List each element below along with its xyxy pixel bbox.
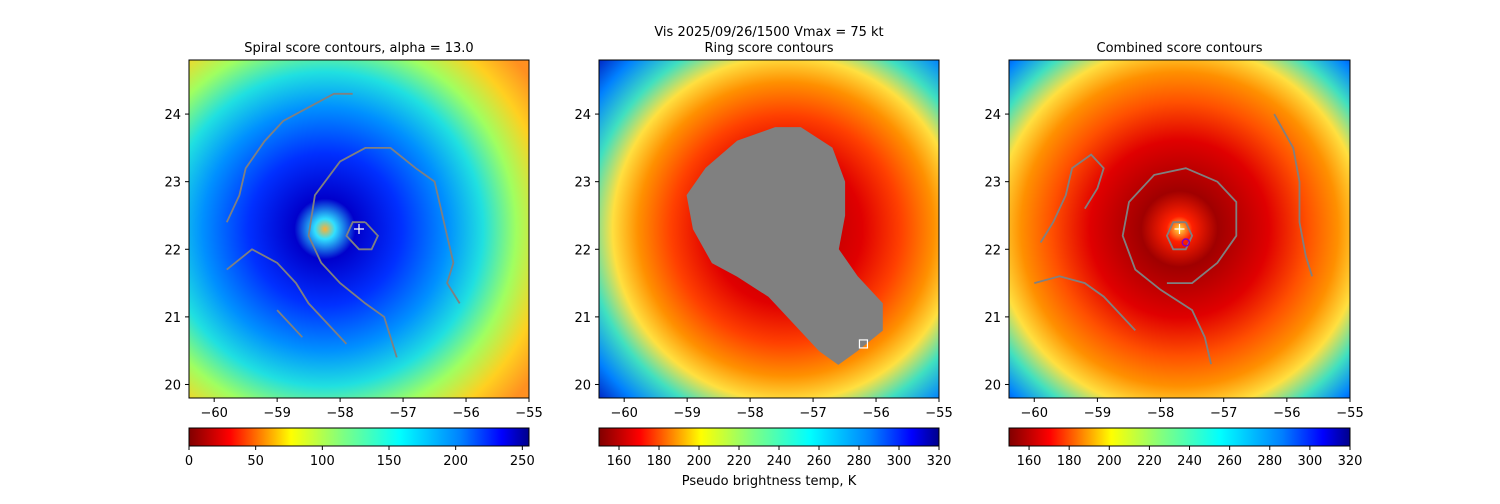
y-tick-label: 22	[574, 243, 591, 258]
score-contour	[1034, 275, 1136, 332]
colorbar-tick-label: 320	[1338, 454, 1363, 469]
y-tick-label: 22	[164, 243, 181, 258]
y-tick-label: 20	[164, 378, 181, 393]
chart-panel-1: Spiral score contours, alpha = 13.0 −60 −5…	[164, 41, 542, 469]
y-tick-label: 23	[164, 176, 181, 191]
center-plus-marker	[354, 224, 364, 234]
panel-title: Ring score contours	[704, 41, 833, 56]
y-tick-label: 23	[574, 176, 591, 191]
colorbar-tick-label: 300	[1297, 454, 1322, 469]
colorbar-tick-label: 180	[1057, 454, 1082, 469]
score-contour	[1039, 153, 1105, 243]
colorbar-tick-label: 280	[1257, 454, 1282, 469]
x-tick-label: −56	[1273, 406, 1300, 421]
colorbar-tick-label: 0	[185, 454, 193, 469]
score-contour	[1273, 113, 1313, 277]
plot-overlays	[1034, 113, 1313, 365]
x-tick-label: −59	[1084, 406, 1111, 421]
colorbar-tick-label: 320	[927, 454, 952, 469]
chart-panel-3: Combined score contours −60 −59 −58 −57 −56 −5…	[984, 41, 1363, 469]
colorbar-tick-label: 150	[377, 454, 402, 469]
colorbar-tick-label: 220	[727, 454, 752, 469]
x-tick-label: −60	[1021, 406, 1048, 421]
colorbar-tick-label: 260	[807, 454, 832, 469]
panel-title: Combined score contours	[1097, 41, 1263, 56]
colorbar-tick-label: 160	[607, 454, 632, 469]
ring-score-region	[686, 127, 883, 365]
y-tick-label: 20	[574, 378, 591, 393]
colorbar-label: Pseudo brightness temp, K	[682, 474, 857, 489]
x-tick-label: −58	[736, 406, 763, 421]
y-tick-label: 24	[164, 108, 181, 123]
colorbar-tick-label: 300	[887, 454, 912, 469]
score-contour	[1165, 221, 1194, 251]
x-tick-label: −58	[326, 406, 353, 421]
score-contour	[276, 309, 303, 338]
y-tick-label: 21	[984, 311, 1001, 326]
colorbar-tick-label: 220	[1137, 454, 1162, 469]
y-tick-label: 24	[984, 108, 1001, 123]
colorbar-tick-label: 240	[1177, 454, 1202, 469]
x-tick-label: −56	[862, 406, 889, 421]
y-tick-label: 23	[984, 176, 1001, 191]
x-tick-label: −57	[1210, 406, 1237, 421]
x-tick-label: −55	[515, 406, 542, 421]
plot-frame	[188, 59, 530, 399]
colorbar-tick-label: 240	[767, 454, 792, 469]
score-contour	[225, 92, 353, 223]
x-tick-label: −60	[610, 406, 637, 421]
x-tick-label: −55	[1336, 406, 1363, 421]
score-contour	[226, 248, 348, 345]
circle-marker	[1181, 238, 1191, 247]
y-tick-label: 21	[574, 311, 591, 326]
colorbar-tick-label: 200	[1097, 454, 1122, 469]
score-contour	[307, 147, 461, 358]
chart-panel-2: Ring score contours −60 −59 −58 −57 −56 −55 20 2…	[574, 41, 952, 469]
x-tick-label: −59	[263, 406, 290, 421]
y-tick-label: 22	[984, 243, 1001, 258]
suptitle: Vis 2025/09/26/1500 Vmax = 75 kt	[654, 25, 883, 40]
score-contour	[345, 221, 379, 251]
panel-title: Spiral score contours, alpha = 13.0	[244, 41, 473, 56]
x-tick-label: −57	[389, 406, 416, 421]
colorbar-tick-label: 200	[687, 454, 712, 469]
plot-overlays	[225, 92, 461, 358]
colorbar-tick-label: 200	[443, 454, 468, 469]
x-tick-label: −59	[673, 406, 700, 421]
x-tick-label: −60	[200, 406, 227, 421]
colorbar-tick-label: 280	[847, 454, 872, 469]
square-marker	[858, 339, 869, 349]
x-tick-label: −55	[925, 406, 952, 421]
colorbar-tick-label: 160	[1017, 454, 1042, 469]
colorbar-tick-label: 100	[310, 454, 335, 469]
y-tick-label: 21	[164, 311, 181, 326]
x-tick-label: −58	[1147, 406, 1174, 421]
plot-overlays	[686, 127, 883, 365]
score-contour	[1121, 167, 1238, 365]
colorbar-tick-label: 250	[510, 454, 535, 469]
colorbar-tick-label: 260	[1217, 454, 1242, 469]
center-plus-marker	[1174, 224, 1185, 234]
colorbar	[188, 427, 530, 447]
colorbar-tick-label: 50	[247, 454, 264, 469]
plot-frame	[1008, 59, 1351, 399]
x-tick-label: −57	[799, 406, 826, 421]
y-tick-label: 24	[574, 108, 591, 123]
colorbar	[1008, 427, 1351, 447]
colorbar	[598, 427, 940, 447]
colorbar-tick-label: 180	[647, 454, 672, 469]
y-tick-label: 20	[984, 378, 1001, 393]
x-tick-label: −56	[452, 406, 479, 421]
plot-frame	[598, 59, 940, 399]
